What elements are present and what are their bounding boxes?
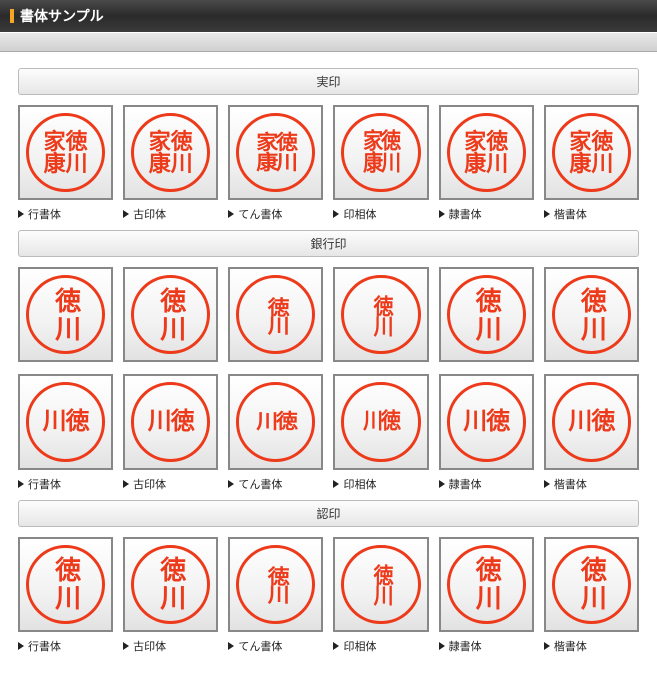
seal-cell: 家徳 康川 楷書体 — [544, 105, 639, 222]
seal-frame: 家徳 康川 — [18, 105, 113, 200]
section-header-ginkoin: 銀行印 — [18, 230, 639, 257]
seal-cell: 家徳 康川 行書体 — [18, 105, 113, 222]
seal-cell: 家徳 康川 てん書体 — [228, 105, 323, 222]
page-title: 書体サンプル — [20, 6, 104, 26]
seal-caption: 行書体 — [18, 206, 113, 222]
seal-text: 家徳 康川 — [44, 131, 88, 175]
content-area: 実印 家徳 康川 行書体 家徳 康川 古印体 家徳 — [0, 52, 657, 680]
caret-icon — [18, 210, 24, 218]
seal-cell: 家徳 康川 印相体 — [333, 105, 428, 222]
seal-cell: 家徳 康川 古印体 — [123, 105, 218, 222]
header-marker-icon — [10, 9, 14, 23]
grid-mitomein: 徳川 行書体 徳川 古印体 徳川 てん書体 徳川 印相体 徳川 隷書体 徳川 楷… — [18, 537, 639, 654]
seal-circle: 家徳 康川 — [26, 113, 105, 192]
section-header-mitomein: 認印 — [18, 500, 639, 527]
grid-jitsuin: 家徳 康川 行書体 家徳 康川 古印体 家徳 康川 てん書体 家徳 — [18, 105, 639, 222]
section-header-jitsuin: 実印 — [18, 68, 639, 95]
header-subbar — [0, 32, 657, 52]
page-header: 書体サンプル — [0, 0, 657, 32]
seal-cell: 家徳 康川 隷書体 — [439, 105, 534, 222]
grid-ginkoin: 徳川 徳川 徳川 徳川 徳川 徳川 徳川 行書体 徳川 古印体 徳川 てん書体 … — [18, 267, 639, 491]
